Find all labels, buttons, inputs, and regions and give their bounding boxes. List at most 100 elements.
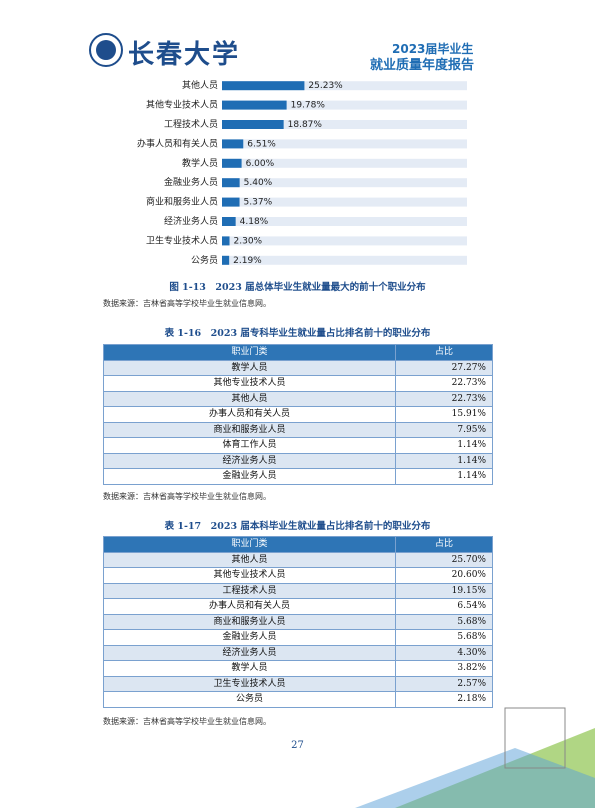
page-number: 27 xyxy=(291,740,304,751)
bar xyxy=(222,120,284,129)
table-row: 金融业务人员 5.68% xyxy=(103,629,493,646)
share-cell: 25.70% xyxy=(395,551,493,568)
category-cell: 商业和服务业人员 xyxy=(103,613,396,630)
share-cell: 2.18% xyxy=(395,691,493,708)
category-cell: 工程技术人员 xyxy=(103,582,396,599)
share-cell: 1.14% xyxy=(395,452,493,469)
value-label: 18.87% xyxy=(288,120,323,130)
category-cell: 办事人员和有关人员 xyxy=(103,406,396,423)
category-cell: 教学人员 xyxy=(103,660,396,677)
decoration-building xyxy=(504,707,566,769)
table: 职业门类 占比 教学人员 27.27% 其他专业技术人员 22.73% 其他人员 22.73%… xyxy=(103,344,493,485)
value-label: 4.18% xyxy=(240,217,269,227)
table-title: 表 1-16 2023 届专科毕业生就业量占比排名前十的职业分布 xyxy=(164,328,431,339)
category-cell: 金融业务人员 xyxy=(103,629,396,646)
column-header: 占比 xyxy=(395,536,493,553)
share-cell: 27.27% xyxy=(395,359,493,376)
decoration xyxy=(355,707,595,808)
logo-emblem xyxy=(89,33,123,67)
table-row: 公务员 2.18% xyxy=(103,691,493,708)
bar xyxy=(222,236,230,246)
value-label: 19.78% xyxy=(291,101,326,111)
table-row: 教学人员 3.82% xyxy=(103,660,493,677)
category-cell: 教学人员 xyxy=(103,359,396,376)
bar-track xyxy=(222,120,467,129)
category-label: 工程技术人员 xyxy=(164,118,218,130)
category-cell: 其他人员 xyxy=(103,551,396,568)
table-row: 办事人员和有关人员 6.54% xyxy=(103,598,493,615)
bar-track xyxy=(222,217,467,226)
share-cell: 15.91% xyxy=(395,406,493,423)
column-header: 职业门类 xyxy=(103,536,396,553)
table-row: 其他专业技术人员 20.60% xyxy=(103,567,493,584)
category-cell: 经济业务人员 xyxy=(103,644,396,661)
table-row: 商业和服务业人员 7.95% xyxy=(103,421,493,438)
share-cell: 22.73% xyxy=(395,390,493,407)
decoration-shape xyxy=(355,748,595,808)
table-row: 工程技术人员 19.15% xyxy=(103,582,493,599)
category-label: 经济业务人员 xyxy=(164,215,218,227)
bar xyxy=(222,197,240,207)
source-note: 数据来源：吉林省高等学校毕业生就业信息网。 xyxy=(103,492,271,501)
category-cell: 金融业务人员 xyxy=(103,468,396,485)
share-cell: 1.14% xyxy=(395,437,493,454)
share-cell: 5.68% xyxy=(395,629,493,646)
value-label: 25.23% xyxy=(308,81,343,91)
bar-track xyxy=(222,236,467,246)
bar-track xyxy=(222,197,467,207)
share-cell: 5.68% xyxy=(395,613,493,630)
bar xyxy=(222,255,230,265)
category-label: 商业和服务业人员 xyxy=(146,196,218,208)
share-cell: 1.14% xyxy=(395,468,493,485)
table-row: 其他专业技术人员 22.73% xyxy=(103,375,493,392)
table-row: 金融业务人员 1.14% xyxy=(103,468,493,485)
category-cell: 其他人员 xyxy=(103,390,396,407)
column-header: 占比 xyxy=(395,344,493,361)
bar-track xyxy=(222,178,467,188)
category-label: 金融业务人员 xyxy=(164,176,218,188)
table-row: 体育工作人员 1.14% xyxy=(103,437,493,454)
report-title: 2023届毕业生 xyxy=(392,42,474,56)
table-row: 经济业务人员 1.14% xyxy=(103,452,493,469)
share-cell: 2.57% xyxy=(395,675,493,692)
value-label: 6.51% xyxy=(247,139,276,149)
bar xyxy=(222,100,287,110)
table: 职业门类 占比 其他人员 25.70% 其他专业技术人员 20.60% 工程技术人员 19.1… xyxy=(103,536,493,708)
table-row: 经济业务人员 4.30% xyxy=(103,644,493,661)
category-cell: 办事人员和有关人员 xyxy=(103,598,396,615)
category-cell: 经济业务人员 xyxy=(103,452,396,469)
table-row: 商业和服务业人员 5.68% xyxy=(103,613,493,630)
share-cell: 20.60% xyxy=(395,567,493,584)
category-cell: 体育工作人员 xyxy=(103,437,396,454)
category-label: 公务员 xyxy=(191,254,218,266)
share-cell: 22.73% xyxy=(395,375,493,392)
bar xyxy=(222,178,240,188)
share-cell: 3.82% xyxy=(395,660,493,677)
header-row: 职业门类 占比 xyxy=(103,344,493,361)
category-cell: 商业和服务业人员 xyxy=(103,421,396,438)
bar-track xyxy=(222,158,467,168)
logo-emblem-inner xyxy=(96,40,116,60)
figure-caption: 图 1-13 2023 届总体毕业生就业量最大的前十个职业分布 xyxy=(169,282,426,293)
share-cell: 4.30% xyxy=(395,644,493,661)
bar-track xyxy=(222,81,467,91)
value-label: 2.30% xyxy=(234,236,263,246)
category-cell: 其他专业技术人员 xyxy=(103,375,396,392)
table-row: 其他人员 25.70% xyxy=(103,551,493,568)
bar-track xyxy=(222,100,467,110)
category-label: 办事人员和有关人员 xyxy=(137,137,218,149)
report-title: 就业质量年度报告 xyxy=(370,58,475,73)
table-row: 卫生专业技术人员 2.57% xyxy=(103,675,493,692)
source-note: 数据来源：吉林省高等学校毕业生就业信息网。 xyxy=(103,717,271,726)
table-row: 其他人员 22.73% xyxy=(103,390,493,407)
share-cell: 7.95% xyxy=(395,421,493,438)
value-label: 6.00% xyxy=(246,159,275,169)
header-row: 职业门类 占比 xyxy=(103,536,493,553)
logo-text: 长春大学 xyxy=(128,40,241,70)
category-cell: 卫生专业技术人员 xyxy=(103,675,396,692)
value-label: 5.40% xyxy=(244,178,273,188)
bar-track xyxy=(222,139,467,149)
bar xyxy=(222,139,244,149)
bar-track xyxy=(222,255,467,265)
